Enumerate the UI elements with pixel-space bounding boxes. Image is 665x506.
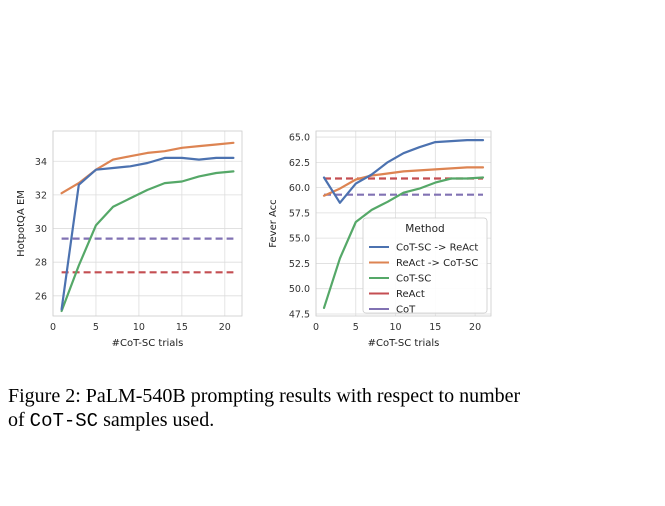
x-axis-label: #CoT-SC trials xyxy=(112,338,184,349)
y-tick-label: 50.0 xyxy=(289,284,310,295)
x-tick-label: 15 xyxy=(176,322,188,333)
legend-entry: CoT-SC -> ReAct xyxy=(396,243,478,254)
y-tick-label: 30 xyxy=(35,224,47,235)
y-tick-label: 62.5 xyxy=(289,158,310,169)
y-tick-label: 32 xyxy=(35,190,47,201)
caption-text-before: Figure 2: PaLM-540B prompting results wi… xyxy=(8,385,521,431)
y-tick-label: 47.5 xyxy=(289,309,310,320)
figure-caption: Figure 2: PaLM-540B prompting results wi… xyxy=(8,384,528,433)
x-tick-label: 20 xyxy=(219,322,231,333)
series-line-cot-sc-react xyxy=(322,139,485,204)
y-tick-label: 52.5 xyxy=(289,259,310,270)
y-tick-label: 57.5 xyxy=(289,208,310,219)
legend-entry: ReAct -> CoT-SC xyxy=(396,258,478,269)
y-tick-label: 34 xyxy=(35,157,47,168)
x-axis-label: #CoT-SC trials xyxy=(368,338,440,349)
y-tick-label: 55.0 xyxy=(289,234,310,245)
gridlines xyxy=(52,131,242,316)
y-tick-label: 26 xyxy=(35,291,47,302)
caption-code: CoT-SC xyxy=(29,410,99,432)
plot-frame xyxy=(52,130,243,317)
fever-chart: 0 5 10 15 20 47.5 50.0 52.5 55.0 57.5 60.0 62.5 65.0… xyxy=(268,130,492,349)
hotpotqa-chart: 0 5 10 15 20 26 28 30 32 34 #CoT-SC trials HotpotQA… xyxy=(16,130,243,349)
series-line-cot-sc xyxy=(322,176,485,309)
x-tick-label: 5 xyxy=(353,322,359,333)
legend-box xyxy=(362,217,488,314)
series-line-cot-sc-react xyxy=(60,156,235,311)
plot-frame xyxy=(315,130,492,317)
caption-text-after: samples used. xyxy=(98,409,215,431)
y-tick-label: 65.0 xyxy=(289,133,310,144)
x-tick-label: 0 xyxy=(50,322,56,333)
legend-title: Method xyxy=(405,223,444,235)
legend-entry: ReAct xyxy=(396,289,425,300)
series-line-react-cot-sc xyxy=(322,166,485,197)
y-axis-label: HotpotQA EM xyxy=(16,190,27,257)
y-tick-label: 28 xyxy=(35,258,47,269)
x-tick-label: 10 xyxy=(133,322,145,333)
y-axis-label: Fever Acc xyxy=(268,199,279,247)
x-tick-label: 10 xyxy=(389,322,401,333)
x-tick-label: 0 xyxy=(313,322,319,333)
y-tick-label: 60.0 xyxy=(289,183,310,194)
legend-entry: CoT xyxy=(396,305,416,316)
figure: 0 5 10 15 20 26 28 30 32 34 #CoT-SC trials HotpotQA… xyxy=(16,130,492,349)
legend-entry: CoT-SC xyxy=(396,274,431,285)
x-tick-label: 5 xyxy=(93,322,99,333)
x-tick-label: 20 xyxy=(469,322,481,333)
legend: Method CoT-SC -> ReAct ReAct -> CoT-SC CoT-… xyxy=(362,217,488,316)
series-line-react-cot-sc xyxy=(60,141,235,195)
series-line-cot-sc xyxy=(60,170,235,313)
x-tick-label: 15 xyxy=(429,322,441,333)
